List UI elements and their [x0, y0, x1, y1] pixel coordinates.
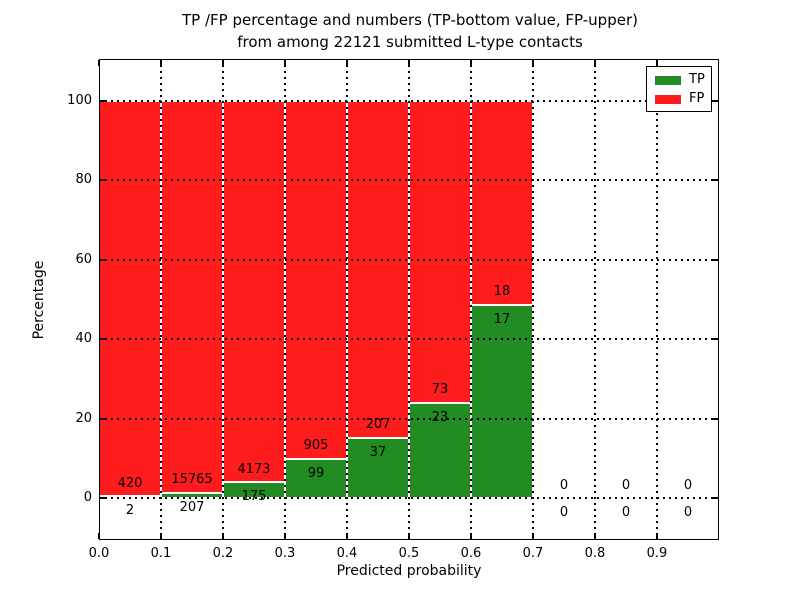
y-tick-label: 100 [67, 92, 92, 108]
x-tick-mark-top [222, 60, 224, 66]
chart-title-line-2: from among 22121 submitted L-type contac… [237, 33, 583, 51]
bar-tp-segment [99, 496, 161, 499]
legend-label-tp: TP [689, 72, 705, 87]
chart-title-line-1: TP /FP percentage and numbers (TP-bottom… [182, 11, 638, 29]
x-tick-mark [656, 533, 658, 539]
x-tick-mark-top [594, 60, 596, 66]
y-tick-label: 0 [83, 490, 92, 506]
bar-fp-segment [223, 100, 285, 483]
x-tick-mark [160, 533, 162, 539]
bar-tp-segment [471, 305, 533, 499]
y-tick-mark-right [712, 179, 718, 182]
plot-area: TP FP 420 2 15765 207 4173 175 905 99 207 37 73 23 1… [67, 59, 719, 561]
x-tick-mark [346, 533, 348, 539]
x-tick-label: 0.3 [274, 546, 296, 561]
x-tick-mark [284, 533, 286, 539]
x-tick-mark [594, 533, 596, 539]
bar-tp-segment [161, 493, 223, 499]
legend-swatch-fp-icon [655, 94, 681, 104]
x-tick-mark-top [532, 60, 534, 66]
bar-fp-count-label: 18 [493, 284, 511, 300]
legend-label-fp: FP [689, 91, 705, 106]
bar-fp-count-label: 0 [683, 477, 693, 493]
x-tick-label: 0.9 [646, 546, 668, 561]
bar-fp-count-label: 73 [431, 382, 449, 398]
bar-tp-count-label: 0 [559, 505, 569, 521]
bar-tp-count-label: 37 [369, 445, 387, 461]
bar-fp-count-label: 0 [559, 477, 569, 493]
y-tick-label: 20 [75, 410, 92, 426]
bar-fp-count-label: 905 [303, 438, 329, 454]
bar-fp-segment [409, 100, 471, 404]
x-tick-label: 0.7 [522, 546, 544, 561]
bar-tp-count-label: 99 [307, 466, 325, 482]
y-tick-mark-right [712, 497, 718, 500]
bar-fp-count-label: 4173 [237, 461, 271, 477]
x-tick-label: 0.1 [150, 546, 172, 561]
x-tick-label: 0.6 [460, 546, 482, 561]
bar-tp-count-label: 0 [621, 505, 631, 521]
bar-fp-count-label: 207 [365, 417, 391, 433]
y-tick-mark [100, 99, 106, 102]
y-tick-mark [100, 179, 106, 182]
x-tick-label: 0.4 [336, 546, 358, 561]
legend-entry-fp: FP [653, 92, 705, 106]
gridline-vertical [656, 59, 658, 540]
bar-tp-segment [285, 459, 347, 499]
bar-fp-segment [285, 100, 347, 460]
y-tick-mark [100, 417, 106, 420]
x-axis-label: Predicted probability [336, 563, 482, 579]
x-tick-mark [470, 533, 472, 539]
x-tick-mark [408, 533, 410, 539]
y-tick-mark-right [712, 338, 718, 341]
bar-tp-count-label: 175 [241, 489, 267, 505]
legend-entry-tp: TP [653, 73, 705, 87]
legend-swatch-tp-icon [655, 75, 681, 85]
legend: TP FP [646, 66, 712, 112]
x-tick-mark [532, 533, 534, 539]
gridline-vertical [594, 59, 596, 540]
bar-tp-count-label: 23 [431, 410, 449, 426]
bar-tp-count-label: 17 [493, 312, 511, 328]
y-tick-mark [100, 338, 106, 341]
x-tick-mark-top [470, 60, 472, 66]
bar-tp-count-label: 207 [179, 500, 205, 516]
x-tick-mark-top [408, 60, 410, 66]
x-tick-label: 0.8 [584, 546, 606, 561]
x-tick-label: 0.5 [398, 546, 420, 561]
y-tick-label: 80 [75, 172, 92, 188]
bar-fp-segment [161, 100, 223, 494]
y-tick-label: 40 [75, 331, 92, 347]
bar-fp-count-label: 0 [621, 477, 631, 493]
x-tick-mark [98, 533, 100, 539]
y-tick-mark [100, 258, 106, 261]
bar-fp-count-label: 15765 [171, 472, 213, 488]
x-tick-label: 0.2 [212, 546, 234, 561]
x-tick-mark-top [160, 60, 162, 66]
x-tick-mark [222, 533, 224, 539]
x-tick-mark-top [284, 60, 286, 66]
x-tick-mark-top [98, 60, 100, 66]
y-tick-mark-right [712, 258, 718, 261]
bar-fp-segment [99, 100, 161, 497]
y-tick-mark [100, 497, 106, 500]
bar-tp-count-label: 0 [683, 505, 693, 521]
bar-fp-segment [347, 100, 409, 438]
y-tick-mark-right [712, 99, 718, 102]
bar-tp-count-label: 2 [125, 503, 135, 519]
y-tick-mark-right [712, 417, 718, 420]
x-tick-mark-top [346, 60, 348, 66]
bar-fp-count-label: 420 [117, 475, 143, 491]
y-tick-label: 60 [75, 251, 92, 267]
x-tick-label: 0.0 [88, 546, 110, 561]
bar-fp-segment [471, 100, 533, 306]
